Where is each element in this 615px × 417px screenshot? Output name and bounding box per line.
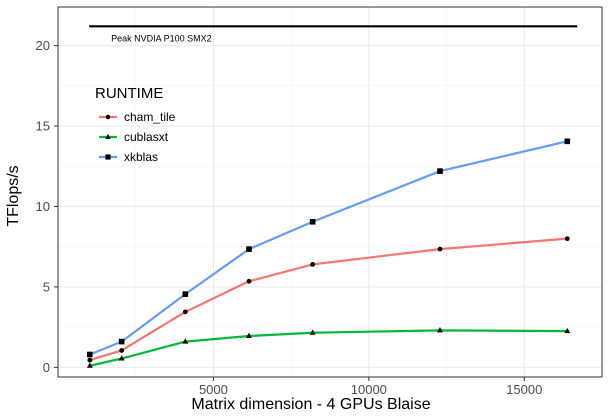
- data-point-xkblas: [437, 168, 443, 174]
- panel-border: [57, 6, 603, 378]
- data-point-cublasxt: [182, 338, 189, 344]
- x-tick-label: 5000: [199, 382, 228, 397]
- legend: RUNTIME cham_tile cublasxt xkblas: [95, 85, 176, 164]
- x-tick-label: 10000: [351, 382, 387, 397]
- series-xkblas: [87, 138, 571, 358]
- axis-ticks: 5000 10000 15000 0 5 10 15 20: [36, 38, 543, 397]
- data-point-cham_tile: [564, 236, 570, 242]
- data-point-cham_tile: [119, 348, 125, 353]
- data-point-xkblas: [118, 338, 125, 345]
- y-tick-label: 15: [36, 119, 50, 134]
- y-tick-label: 10: [36, 199, 50, 214]
- y-tick-label: 20: [36, 38, 50, 53]
- data-point-cham_tile: [437, 246, 443, 252]
- data-point-cublasxt: [437, 327, 443, 333]
- legend-label-cham_tile: cham_tile: [124, 110, 176, 124]
- peak-label: Peak NVDIA P100 SMX2: [111, 33, 212, 43]
- data-point-xkblas: [246, 246, 252, 252]
- legend-label-xkblas: xkblas: [124, 150, 158, 164]
- peak-line-group: Peak NVDIA P100 SMX2: [89, 25, 578, 43]
- series-line-cublasxt: [89, 329, 568, 367]
- data-point-cublasxt: [246, 332, 252, 338]
- data-point-xkblas: [309, 218, 316, 225]
- data-point-cham_tile: [310, 262, 316, 267]
- series-cham_tile: [87, 236, 570, 363]
- series-line-cham_tile: [89, 237, 568, 362]
- data-point-cham_tile: [182, 309, 188, 315]
- data-point-cublasxt: [86, 362, 93, 368]
- major-gridlines: [58, 7, 602, 377]
- y-tick-label: 0: [43, 360, 50, 375]
- minor-gridlines: [58, 7, 603, 377]
- data-point-xkblas: [182, 291, 189, 297]
- series-cublasxt: [86, 327, 571, 368]
- series-group: [86, 138, 571, 368]
- data-point-cham_tile: [87, 357, 93, 363]
- legend-title: RUNTIME: [95, 85, 163, 102]
- data-point-cham_tile: [246, 278, 252, 284]
- x-tick-label: 15000: [506, 382, 542, 397]
- data-point-cublasxt: [118, 355, 125, 361]
- legend-label-cublasxt: cublasxt: [124, 130, 169, 144]
- y-tick-label: 5: [43, 279, 50, 294]
- legend-key-marker-cham_tile: [105, 114, 111, 120]
- y-axis-title: TFlops/s: [5, 165, 22, 226]
- legend-key-marker-cublasxt: [105, 133, 111, 139]
- legend-key-marker-xkblas: [105, 154, 111, 160]
- series-line-xkblas: [89, 140, 568, 356]
- data-point-xkblas: [87, 351, 93, 358]
- x-axis-title: Matrix dimension - 4 GPUs Blaise: [191, 396, 430, 413]
- data-point-xkblas: [564, 138, 571, 145]
- data-point-cublasxt: [564, 327, 571, 334]
- data-point-cublasxt: [309, 329, 316, 335]
